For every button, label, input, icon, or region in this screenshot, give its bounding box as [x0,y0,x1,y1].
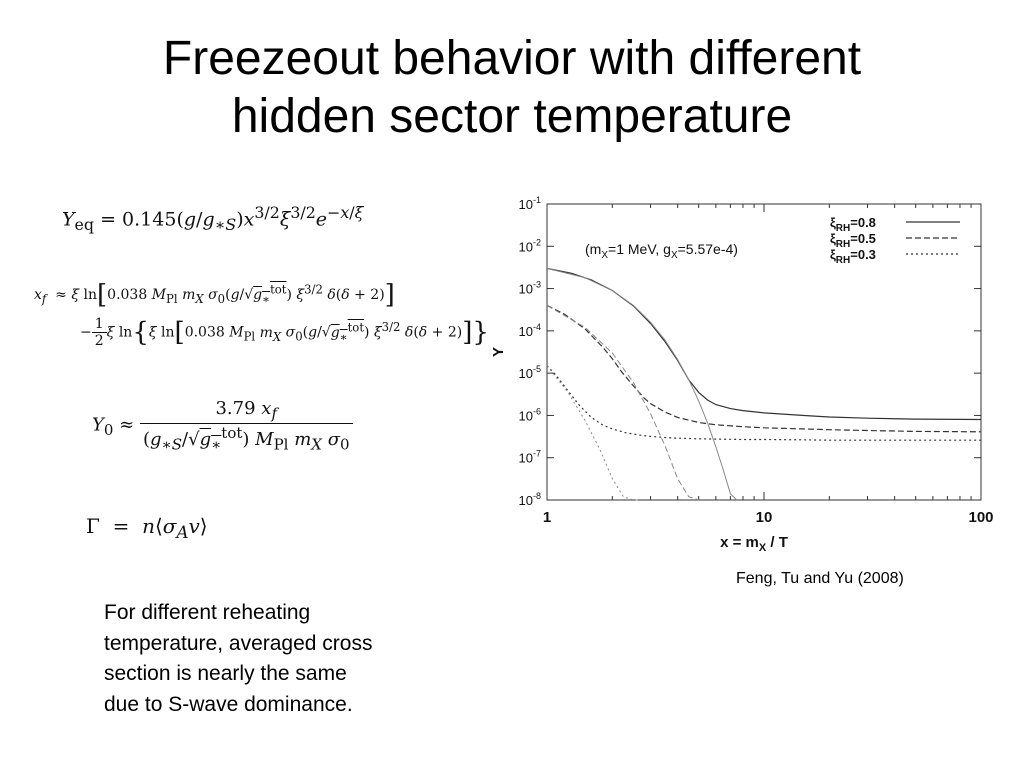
x-axis-label: x = mX / T [720,534,788,554]
title-line-2: hidden sector temperature [231,90,793,143]
series-line-5 [546,365,641,501]
series-line-2 [546,365,981,441]
legend-label: ξRH=0.3 [830,247,876,266]
y-tick-label: 10-8 [519,491,541,508]
y-axis-label: Y [490,347,507,357]
equation-yeq: Yeq = 0.145(g/g∗S)x3/2ξ3/2e−x/ξ [62,203,364,235]
x-tick-label: 100 [968,509,993,526]
title-line-1: Freezeout behavior with different [162,32,862,85]
y-tick-label: 10-2 [519,237,541,254]
body-text-line-1: For different reheating [104,601,311,624]
y-tick-label: 10-4 [519,322,541,339]
chart-annotation: (mX=1 MeV, gX=5.57e-4) [585,241,738,261]
y-tick-label: 10-5 [519,364,541,381]
series-line-0 [546,267,982,421]
y-tick-label: 10-3 [519,280,541,297]
series-line-1 [546,304,982,433]
equation-gamma: Γ = n⟨σAv⟩ [86,514,208,542]
x-tick-label: 10 [756,509,773,526]
citation: Feng, Tu and Yu (2008) [736,570,904,587]
body-text-line-2: temperature, averaged cross [104,631,373,655]
y-tick-label: 10-1 [519,195,541,212]
legend-label: ξRH=0.8 [830,215,876,234]
body-text-line-4: due to S-wave dominance. [104,692,353,716]
y-tick-label: 10-6 [519,406,541,423]
freezeout-chart: 10-8 10-7 10-6 10-5 10-4 10-3 10-2 10-1 1 10 100 x … [490,195,994,554]
series-line-4 [546,304,699,501]
body-text-line-3: section is nearly the same [104,662,347,685]
equation-y0: Y0 ≈ 3.79 xf (g∗S/√g∗tot) MPl mX σ0 [92,398,353,453]
series-line-3 [546,267,738,501]
legend-label: ξRH=0.5 [830,231,876,250]
equation-xf-line-2: −1 2 ξ ln{ξ ln[0.038 MPl mX σ0(g/√g∗tot) ξ… [80,316,489,349]
equation-xf-line-1: xf ≈ ξ ln[0.038 MPl mX σ0(g/√g∗tot) ξ3/2… [34,280,395,310]
slide-title: Freezeout behavior with different hidden… [0,30,1024,146]
x-tick-label: 1 [543,509,551,526]
body-text: For different reheating temperature, ave… [104,598,444,720]
y-tick-label: 10-7 [519,449,541,466]
